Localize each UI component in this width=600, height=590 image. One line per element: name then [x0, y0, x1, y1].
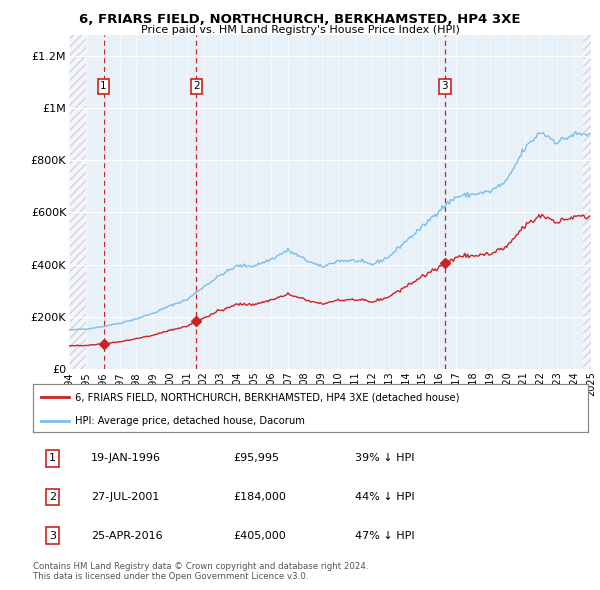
Text: £184,000: £184,000 — [233, 492, 286, 502]
Text: 47% ↓ HPI: 47% ↓ HPI — [355, 531, 415, 541]
Text: 2: 2 — [49, 492, 56, 502]
Text: 6, FRIARS FIELD, NORTHCHURCH, BERKHAMSTED, HP4 3XE (detached house): 6, FRIARS FIELD, NORTHCHURCH, BERKHAMSTE… — [74, 392, 459, 402]
Text: Contains HM Land Registry data © Crown copyright and database right 2024.: Contains HM Land Registry data © Crown c… — [33, 562, 368, 571]
Text: HPI: Average price, detached house, Dacorum: HPI: Average price, detached house, Daco… — [74, 416, 305, 426]
Text: 39% ↓ HPI: 39% ↓ HPI — [355, 453, 415, 463]
Text: 19-JAN-1996: 19-JAN-1996 — [91, 453, 161, 463]
Text: 25-APR-2016: 25-APR-2016 — [91, 531, 163, 541]
Text: 3: 3 — [442, 81, 448, 91]
Text: 1: 1 — [100, 81, 107, 91]
Text: 6, FRIARS FIELD, NORTHCHURCH, BERKHAMSTED, HP4 3XE: 6, FRIARS FIELD, NORTHCHURCH, BERKHAMSTE… — [79, 13, 521, 26]
Bar — [69, 35, 86, 369]
Bar — [583, 35, 591, 369]
Text: 3: 3 — [49, 531, 56, 541]
Text: £95,995: £95,995 — [233, 453, 279, 463]
Text: £405,000: £405,000 — [233, 531, 286, 541]
Text: This data is licensed under the Open Government Licence v3.0.: This data is licensed under the Open Gov… — [33, 572, 308, 581]
Text: 27-JUL-2001: 27-JUL-2001 — [91, 492, 160, 502]
Text: 1: 1 — [49, 453, 56, 463]
Text: Price paid vs. HM Land Registry's House Price Index (HPI): Price paid vs. HM Land Registry's House … — [140, 25, 460, 35]
Text: 2: 2 — [193, 81, 200, 91]
Text: 44% ↓ HPI: 44% ↓ HPI — [355, 492, 415, 502]
